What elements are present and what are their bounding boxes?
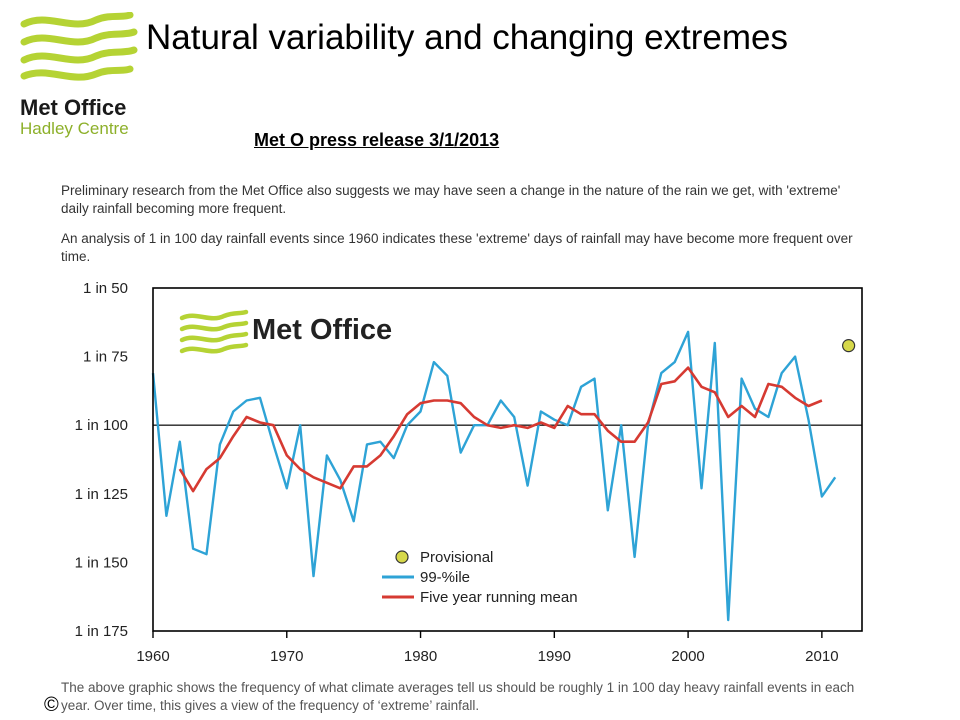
- slide-title: Natural variability and changing extreme…: [146, 18, 788, 57]
- y-tick-label: 1 in 75: [83, 349, 128, 366]
- logo-name: Met Office: [20, 95, 126, 120]
- series-point-provisional: [842, 339, 856, 353]
- x-tick-label: 1980: [404, 648, 437, 665]
- y-tick-label: 1 in 50: [83, 280, 128, 297]
- x-tick-label: 1990: [538, 648, 571, 665]
- legend: Provisional 99-%ile Five year running mean: [382, 549, 578, 606]
- inset-logo-wave: [179, 309, 249, 321]
- inset-logo-wave: [179, 342, 249, 354]
- plot-frame: [152, 287, 863, 632]
- x-tick-label: 2010: [805, 648, 838, 665]
- legend-label-five-year-running-mean: Five year running mean: [420, 589, 578, 606]
- y-tick-label: 1 in 175: [75, 623, 128, 640]
- article-paragraph-1: Preliminary research from the Met Office…: [61, 183, 841, 216]
- series-line-five-year-running-mean: [178, 366, 823, 493]
- inset-logo-wave: [179, 320, 249, 332]
- inset-logo: Met Office: [179, 309, 392, 354]
- series-line-99-ile: [151, 330, 837, 622]
- inset-logo-text: Met Office: [252, 314, 392, 346]
- x-tick-label: 2000: [671, 648, 704, 665]
- x-tick-label: 1970: [270, 648, 303, 665]
- series-group: [151, 330, 856, 622]
- x-axis-labels: 1960 1970 1980 1990 2000 2010: [136, 631, 839, 665]
- met-office-hadley-centre-logo: Met Office Hadley Centre: [20, 12, 138, 138]
- legend-label-99-ile: 99-%ile: [420, 569, 470, 586]
- press-release-heading: Met O press release 3/1/2013: [254, 130, 500, 150]
- y-axis-labels: 1 in 50 1 in 75 1 in 100 1 in 125 1 in 150 1 …: [75, 280, 128, 640]
- copyright-symbol: ©: [44, 694, 59, 716]
- article-paragraph-2: An analysis of 1 in 100 day rainfall eve…: [61, 231, 853, 264]
- y-tick-label: 1 in 125: [75, 486, 128, 503]
- x-tick-label: 1960: [136, 648, 169, 665]
- inset-logo-wave: [179, 331, 249, 343]
- y-tick-label: 1 in 150: [75, 554, 128, 571]
- chart-caption: The above graphic shows the frequency of…: [61, 680, 855, 713]
- legend-marker-provisional: [395, 550, 409, 564]
- rainfall-frequency-chart: 1 in 50 1 in 75 1 in 100 1 in 125 1 in 150 1 …: [75, 280, 863, 665]
- inset-logo-waves-icon: [179, 309, 249, 354]
- logo-waves-icon: [20, 12, 138, 81]
- logo-subname: Hadley Centre: [20, 119, 129, 138]
- legend-label-provisional: Provisional: [420, 549, 493, 566]
- y-tick-label: 1 in 100: [75, 417, 128, 434]
